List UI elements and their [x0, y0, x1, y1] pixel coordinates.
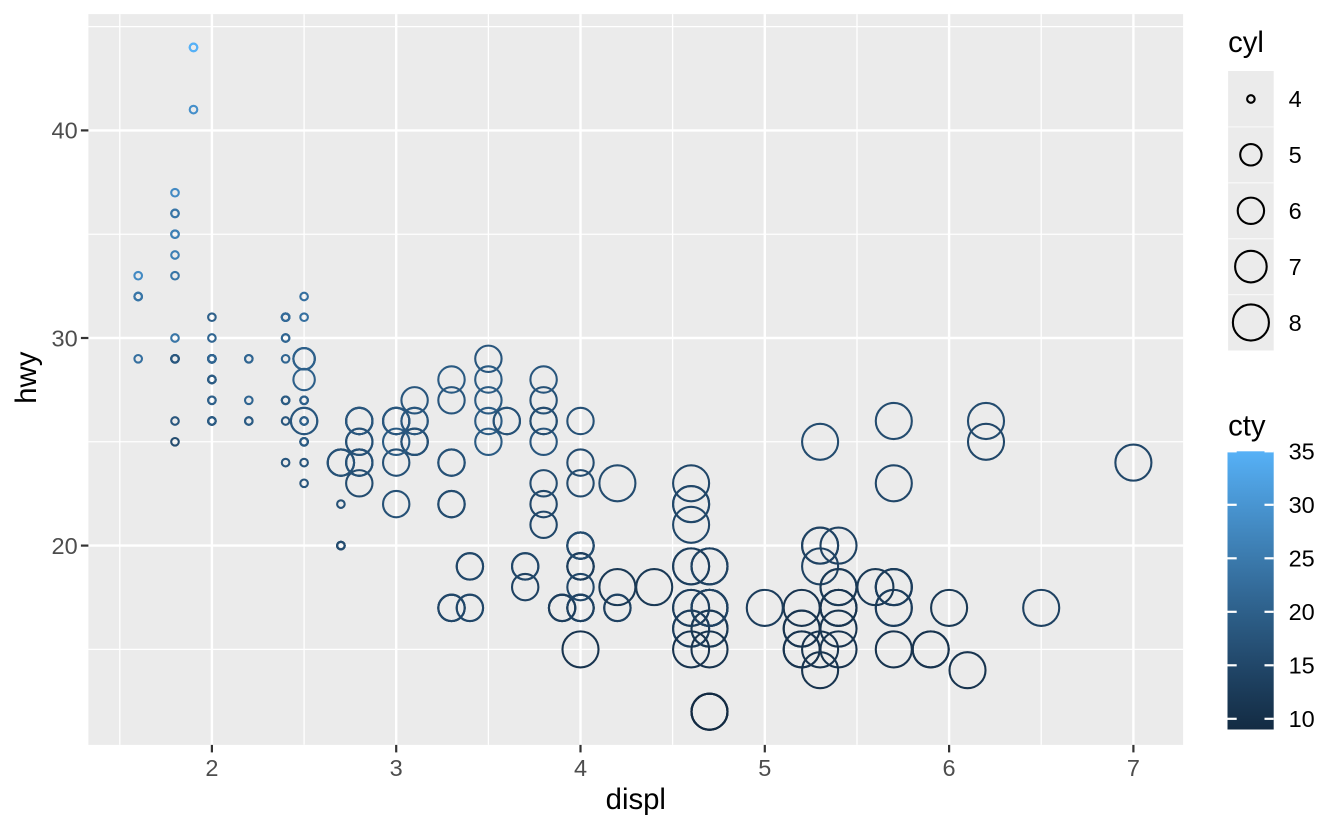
svg-text:30: 30 — [52, 325, 78, 351]
svg-text:5: 5 — [758, 755, 771, 781]
svg-text:displ: displ — [606, 783, 666, 816]
svg-text:20: 20 — [1289, 599, 1315, 625]
svg-text:6: 6 — [943, 755, 956, 781]
svg-text:hwy: hwy — [10, 351, 43, 403]
svg-text:cty: cty — [1228, 410, 1266, 443]
svg-text:30: 30 — [1289, 492, 1315, 518]
svg-text:20: 20 — [52, 533, 78, 559]
svg-text:35: 35 — [1289, 439, 1315, 465]
svg-text:2: 2 — [205, 755, 218, 781]
svg-text:25: 25 — [1289, 546, 1315, 572]
svg-text:7: 7 — [1289, 254, 1302, 280]
svg-text:7: 7 — [1127, 755, 1140, 781]
svg-text:3: 3 — [390, 755, 403, 781]
svg-text:15: 15 — [1289, 653, 1315, 679]
svg-text:6: 6 — [1289, 198, 1302, 224]
svg-text:10: 10 — [1289, 706, 1315, 732]
svg-text:8: 8 — [1289, 310, 1302, 336]
svg-text:5: 5 — [1289, 142, 1302, 168]
svg-text:cyl: cyl — [1228, 26, 1264, 59]
svg-text:4: 4 — [574, 755, 587, 781]
svg-text:4: 4 — [1289, 86, 1302, 112]
svg-text:40: 40 — [52, 118, 78, 144]
